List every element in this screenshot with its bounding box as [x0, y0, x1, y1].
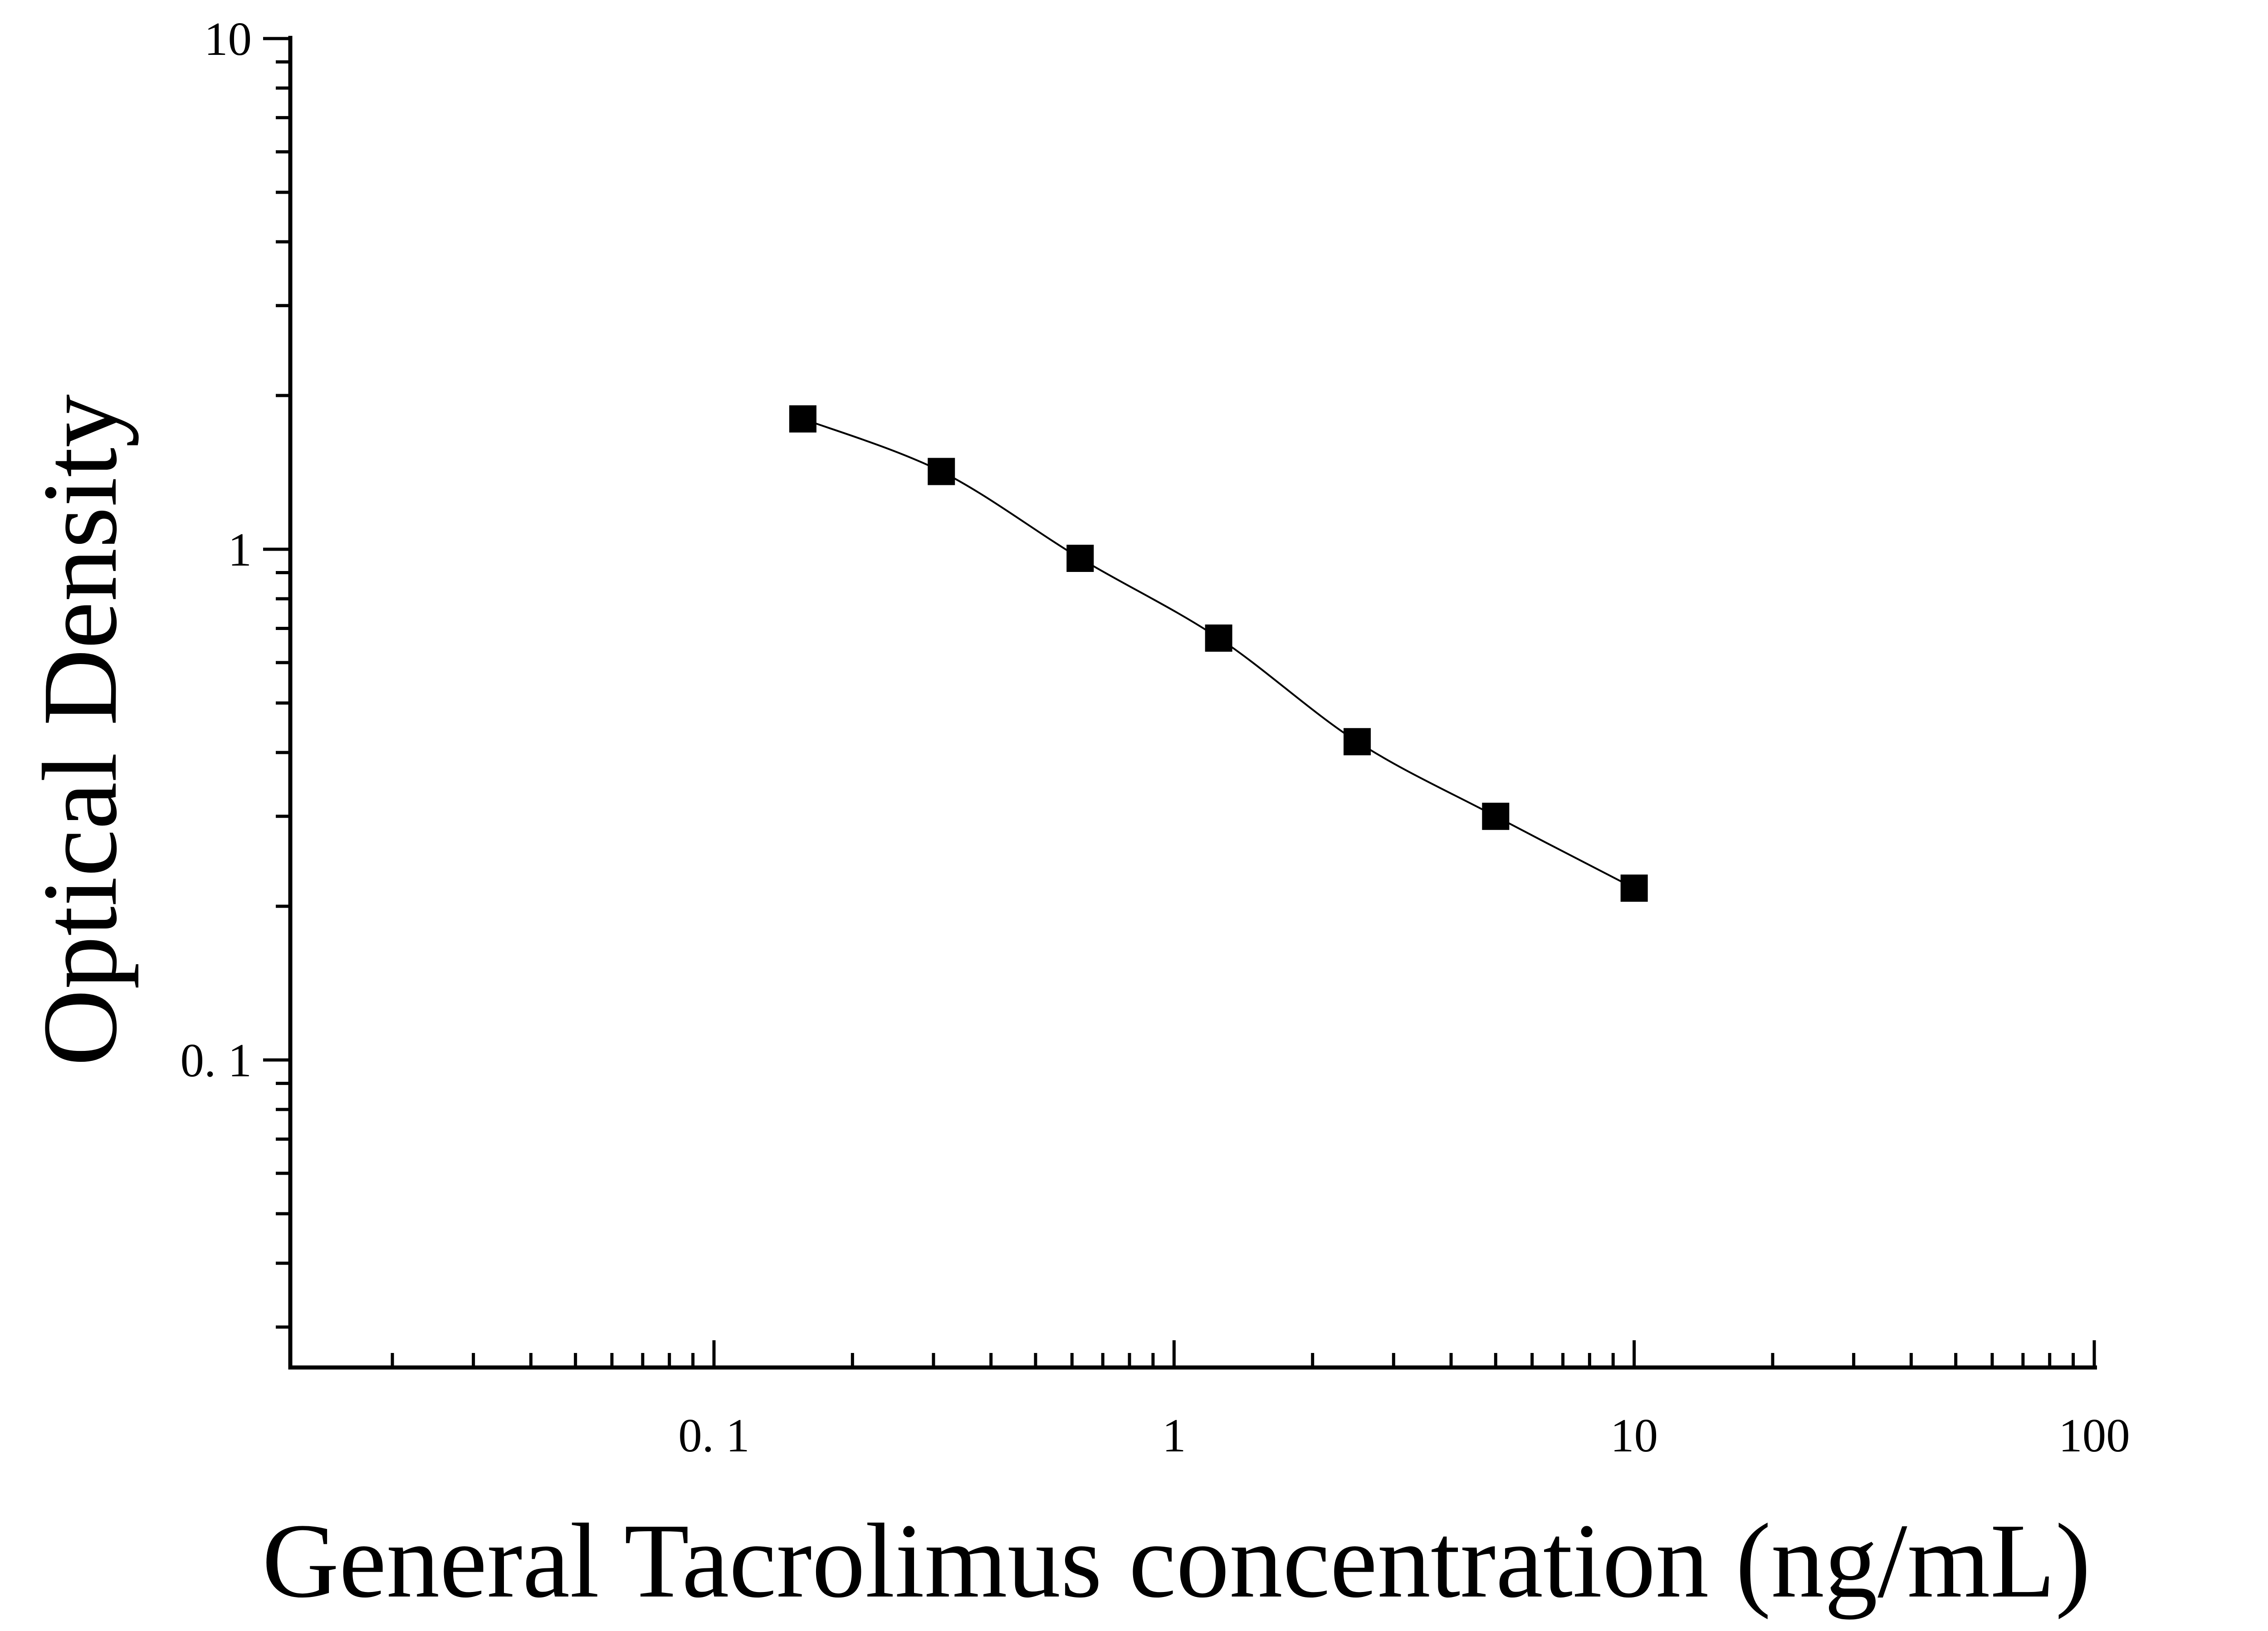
data-point [1205, 624, 1232, 652]
y-tick-label: 0. 1 [181, 1034, 252, 1087]
data-points [789, 405, 1648, 902]
x-tick-label: 100 [2058, 1409, 2130, 1462]
axes: 0. 1 1 10 100 10 1 0. 1 [181, 12, 2130, 1462]
y-tick-label: 1 [228, 523, 252, 576]
y-axis-ticks [263, 37, 290, 1329]
x-axis-ticks [391, 1340, 2096, 1367]
data-point [1066, 544, 1094, 572]
x-tick-label: 10 [1610, 1409, 1658, 1462]
plot-area [789, 405, 1648, 902]
data-point [928, 458, 955, 485]
data-point [1482, 802, 1510, 830]
y-tick-label: 10 [204, 12, 252, 65]
data-point [1620, 874, 1648, 902]
x-tick-label: 0. 1 [678, 1409, 750, 1462]
x-axis-title: General Tacrolimus concentration (ng/mL) [262, 1502, 2091, 1620]
data-point [1343, 728, 1371, 756]
x-axis-tick-labels: 0. 1 1 10 100 [678, 1409, 2130, 1462]
fit-curve [802, 418, 1635, 889]
data-point [789, 405, 816, 433]
y-axis-title: Optical Density [21, 394, 139, 1066]
x-tick-label: 1 [1162, 1409, 1186, 1462]
y-axis-tick-labels: 10 1 0. 1 [181, 12, 252, 1087]
